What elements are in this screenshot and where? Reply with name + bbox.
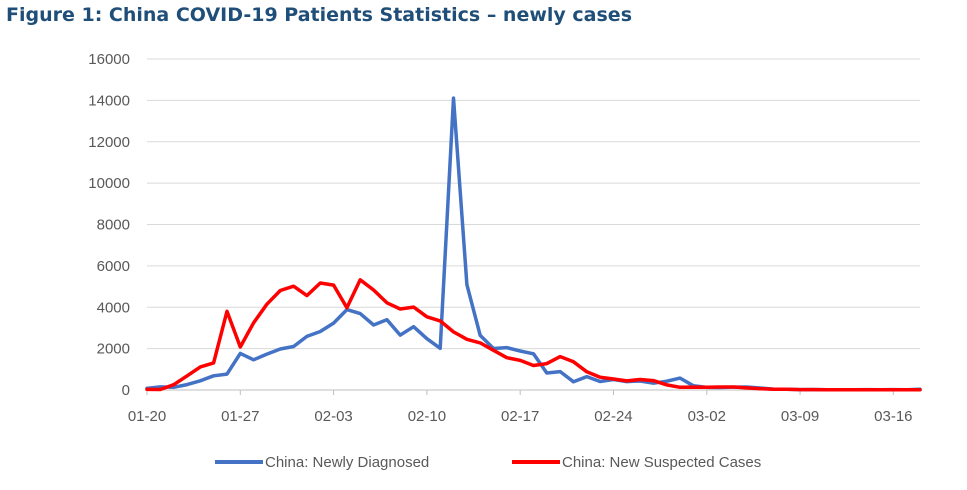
- x-tick-label: 03-02: [688, 408, 726, 425]
- legend-swatch-newly-diagnosed: [215, 460, 263, 464]
- x-tick-label: 02-17: [501, 408, 539, 425]
- line-chart: 0 2000 4000 6000 8000 10000 12000 14000 16000 01…: [88, 51, 922, 425]
- x-tick-label: 03-09: [781, 408, 819, 425]
- y-tick-label: 12000: [88, 134, 130, 151]
- x-tick-label: 03-16: [874, 408, 912, 425]
- gridlines: [147, 58, 920, 350]
- y-tick-label: 2000: [97, 341, 130, 358]
- x-tick-label: 02-10: [408, 408, 446, 425]
- x-tick-labels: 01-20 01-27 02-03 02-10 02-17 02-24 03-02 03-09…: [128, 408, 913, 425]
- y-tick-label: 16000: [88, 51, 130, 68]
- y-tick-labels: 0 2000 4000 6000 8000 10000 12000 14000 16000: [88, 51, 130, 399]
- x-tick-label: 02-03: [314, 408, 352, 425]
- legend: China: Newly Diagnosed China: New Suspec…: [0, 447, 967, 477]
- x-tick-label: 01-20: [128, 408, 166, 425]
- series-lines: [145, 96, 922, 392]
- series-line-new-suspected: [145, 278, 922, 392]
- y-tick-label: 4000: [97, 299, 130, 316]
- y-tick-label: 8000: [97, 217, 130, 234]
- y-tick-label: 10000: [88, 175, 130, 192]
- x-tick-label: 02-24: [594, 408, 632, 425]
- x-tick-label: 01-27: [221, 408, 259, 425]
- legend-item-newly-diagnosed[interactable]: China: Newly Diagnosed: [215, 447, 429, 477]
- y-tick-label: 0: [122, 382, 130, 399]
- legend-swatch-new-suspected: [512, 460, 560, 464]
- figure-title: Figure 1: China COVID-19 Patients Statis…: [6, 4, 632, 26]
- legend-label-newly-diagnosed: China: Newly Diagnosed: [265, 453, 430, 471]
- y-tick-label: 14000: [88, 92, 130, 109]
- legend-item-new-suspected[interactable]: China: New Suspected Cases: [512, 447, 761, 477]
- y-tick-label: 6000: [97, 258, 130, 275]
- legend-label-new-suspected: China: New Suspected Cases: [562, 453, 762, 471]
